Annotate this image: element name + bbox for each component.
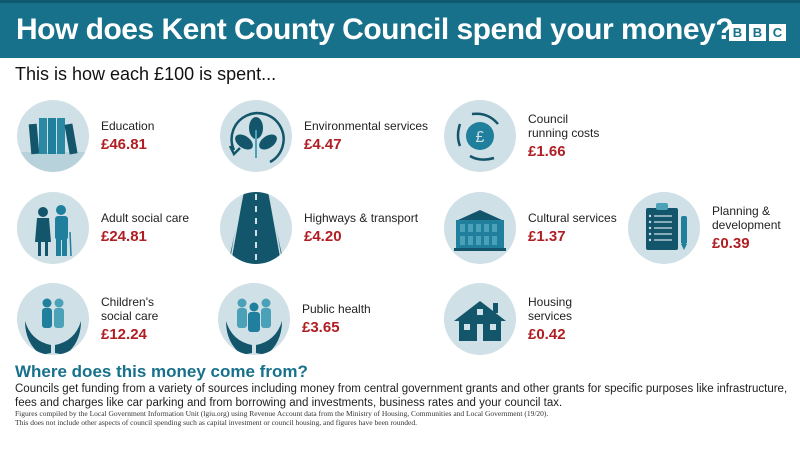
pound-cycle-icon: £ <box>444 100 516 172</box>
funding-heading: Where does this money come from? <box>15 362 308 381</box>
item-label: Planning & development <box>712 204 781 232</box>
house-icon <box>444 283 516 355</box>
logo-letter: B <box>729 24 746 41</box>
subtitle: This is how each £100 is spent... <box>15 64 277 84</box>
item-label: Cultural services <box>528 211 617 225</box>
museum-building-icon <box>444 192 516 264</box>
hands-children-icon <box>17 283 89 355</box>
clipboard-pen-icon <box>628 192 700 264</box>
item-label: Adult social care <box>101 211 190 225</box>
footnote: Figures compiled by the Local Government… <box>15 409 795 427</box>
item-label: Highways & transport <box>304 211 419 225</box>
footnote-source: Figures compiled by the Local Government… <box>15 409 549 418</box>
logo-letter: B <box>749 24 766 41</box>
item-value: £1.66 <box>528 143 566 160</box>
item-value: £3.65 <box>302 319 340 336</box>
spend-item-council-running: £ Council running costs £1.66 <box>444 100 599 172</box>
leaves-recycle-icon <box>220 100 292 172</box>
item-label: Council running costs <box>528 112 600 140</box>
road-icon <box>220 192 292 264</box>
spend-item-childrens-social-care: Children's social care £12.24 <box>17 283 158 355</box>
spend-item-highways: Highways & transport £4.20 <box>220 192 418 264</box>
item-value: £0.39 <box>712 235 750 252</box>
funding-body: Councils get funding from a variety of s… <box>15 383 788 409</box>
item-label: Education <box>101 119 155 133</box>
hands-family-icon <box>218 283 290 355</box>
logo-letter: C <box>769 24 786 41</box>
header-banner: How does Kent County Council spend your … <box>0 0 800 58</box>
footnote-disclaimer: This does not include other aspects of c… <box>15 417 417 427</box>
spend-item-public-health: Public health £3.65 <box>218 283 371 355</box>
item-value: £1.37 <box>528 228 566 245</box>
item-value: £24.81 <box>101 228 147 245</box>
item-value: £12.24 <box>101 326 147 343</box>
item-label: Environmental services <box>304 119 429 133</box>
spend-item-education: Education £46.81 <box>17 100 154 172</box>
books-icon <box>17 100 89 172</box>
item-value: £0.42 <box>528 326 566 343</box>
svg-text:£: £ <box>476 129 485 146</box>
spend-item-planning: Planning & development £0.39 <box>628 192 781 264</box>
spend-item-environmental: Environmental services £4.47 <box>220 100 428 172</box>
item-label: Public health <box>302 302 371 316</box>
item-value: £4.20 <box>304 228 342 245</box>
spend-item-housing: Housing services £0.42 <box>444 283 572 355</box>
bbc-logo: B B C <box>729 24 786 41</box>
page-title: How does Kent County Council spend your … <box>16 13 734 46</box>
elderly-couple-icon <box>17 192 89 264</box>
item-label: Housing services <box>528 295 573 323</box>
item-label: Children's social care <box>101 295 159 323</box>
item-value: £4.47 <box>304 136 342 153</box>
spend-item-cultural: Cultural services £1.37 <box>444 192 617 264</box>
spend-item-adult-social-care: Adult social care £24.81 <box>17 192 189 264</box>
item-value: £46.81 <box>101 136 147 153</box>
